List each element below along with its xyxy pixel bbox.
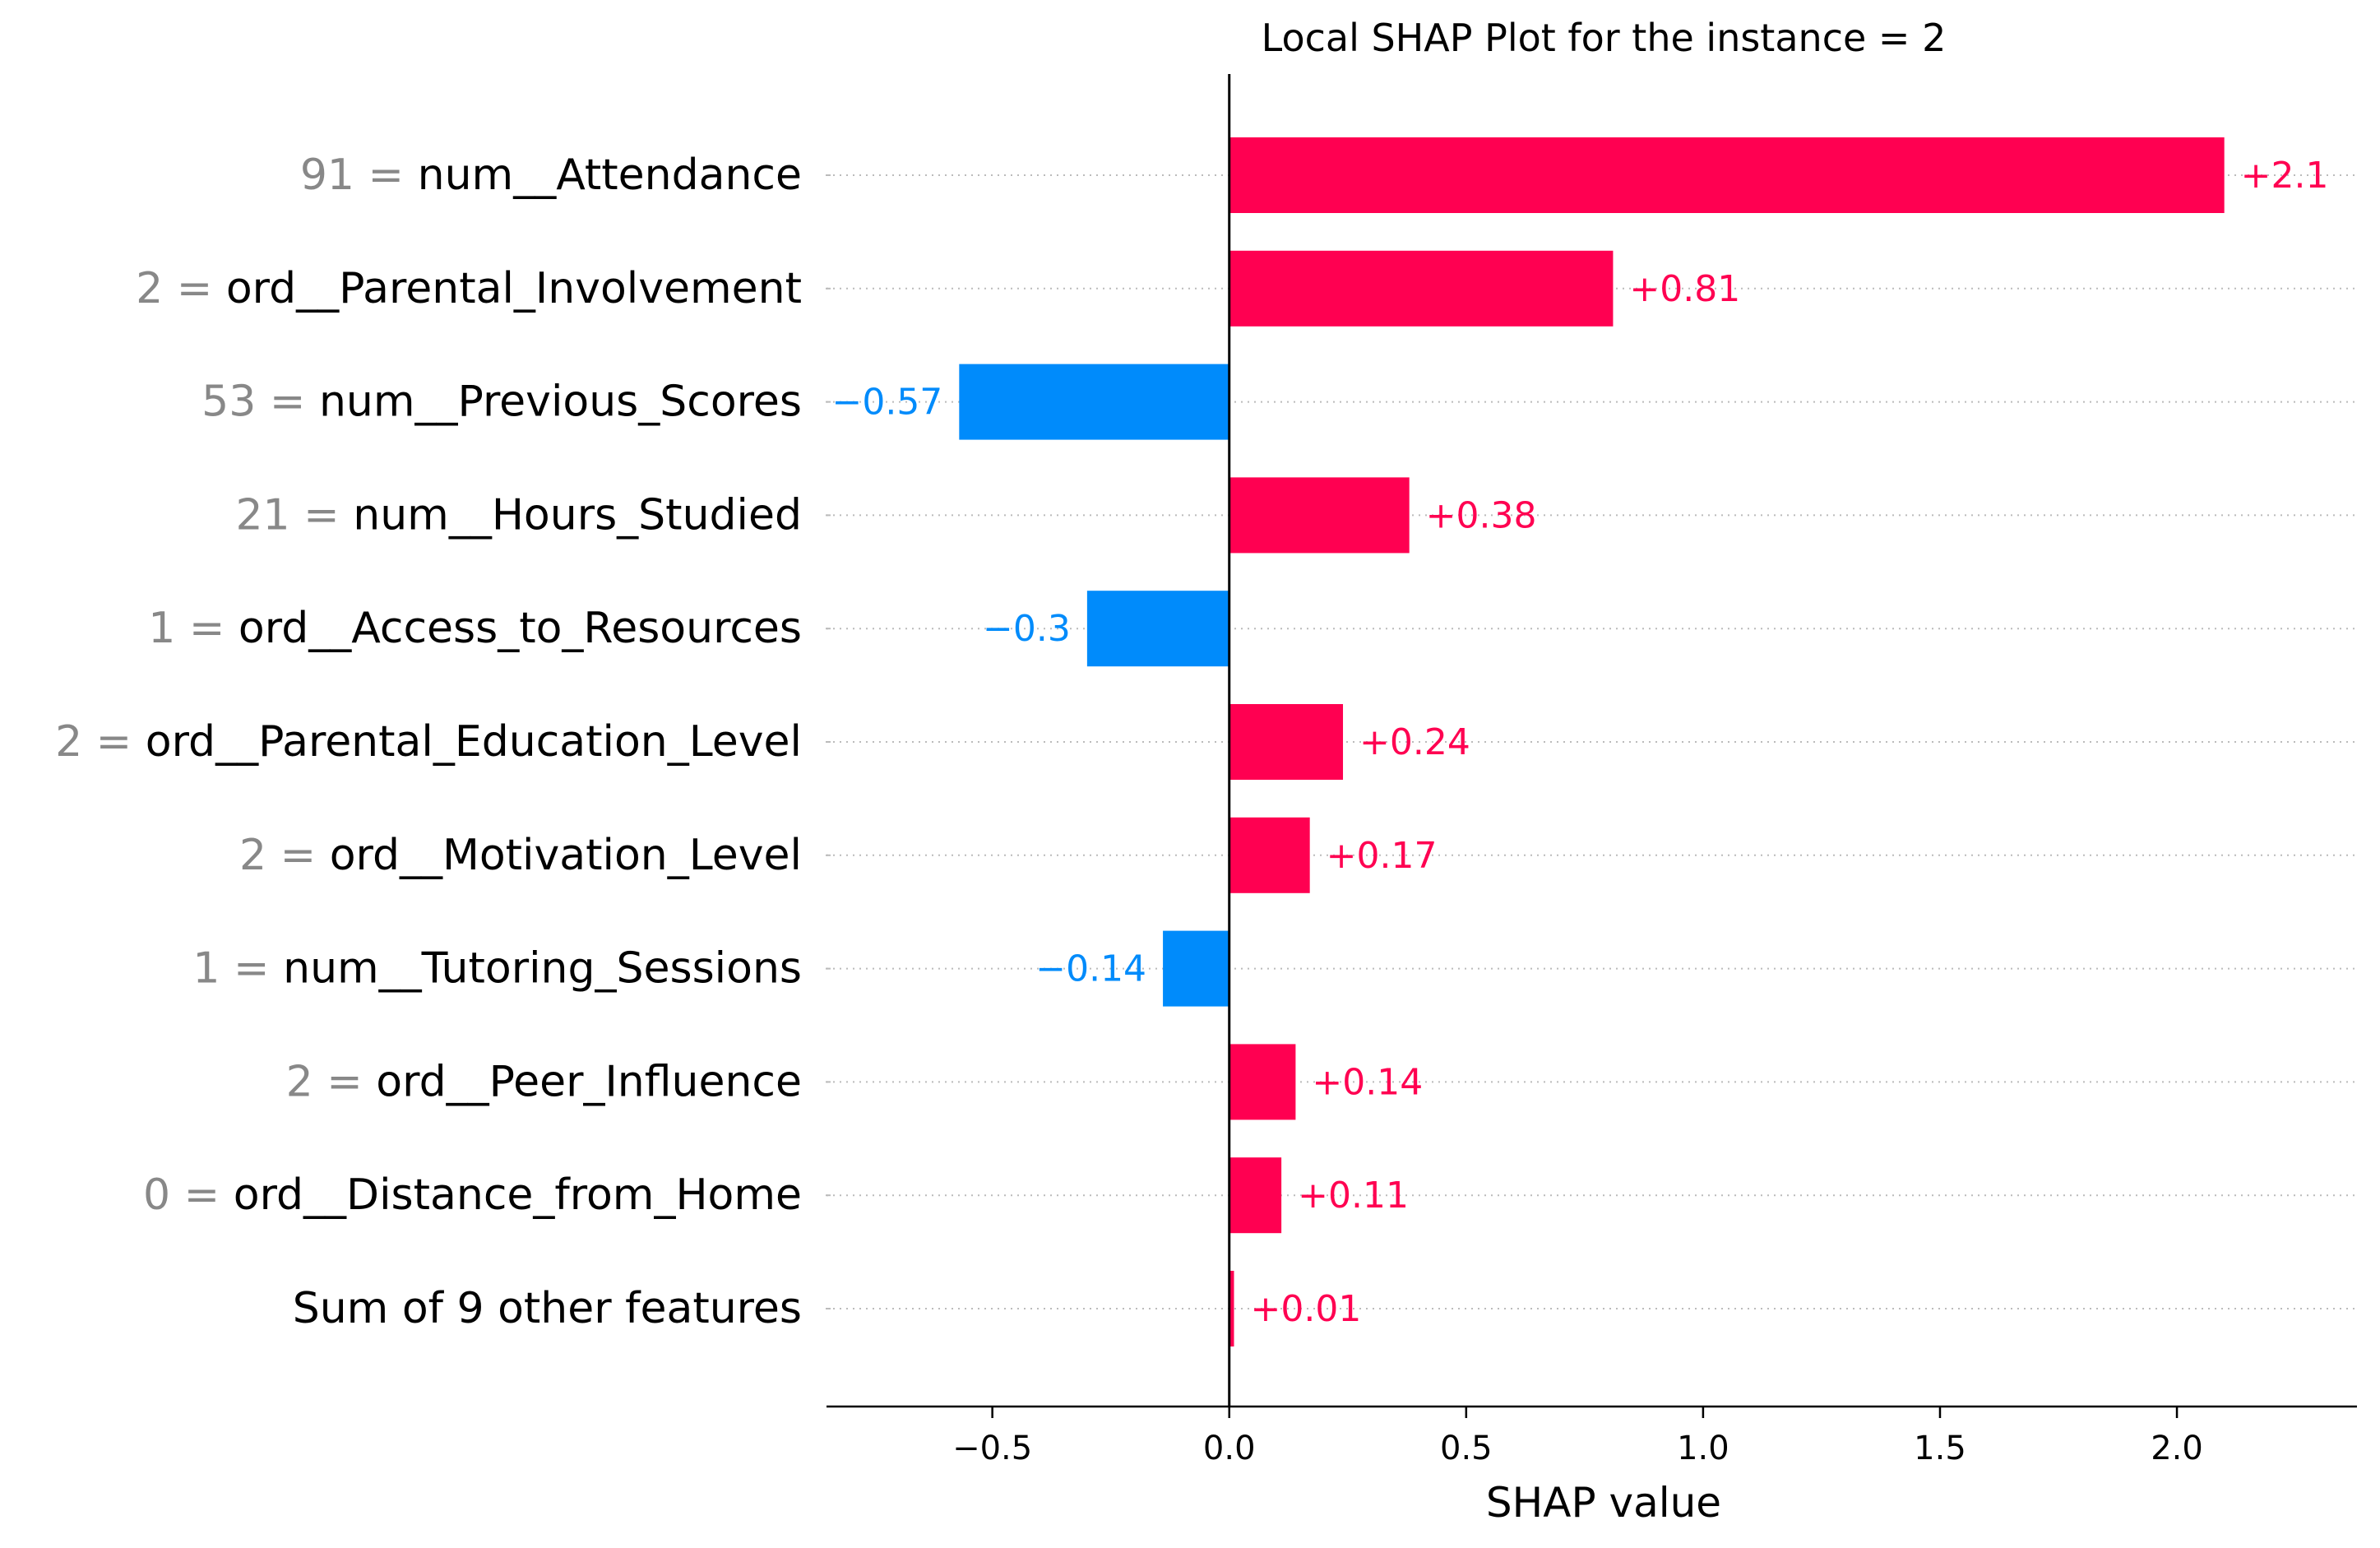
- feature-tick-label: 1 = num__Tutoring_Sessions: [192, 944, 802, 994]
- row-labels: +2.1 91 = num__Attendance +0.81 2 = ord__Pa…: [55, 151, 2328, 1333]
- shap-bar: [959, 364, 1229, 440]
- bars: [959, 137, 2225, 1346]
- bar-value-label: −0.3: [983, 608, 1071, 650]
- feature-name: Sum of 9 other features: [293, 1284, 802, 1333]
- feature-tick-label: 91 = num__Attendance: [300, 151, 802, 200]
- x-tick-label: 1.5: [1914, 1430, 1966, 1467]
- bar-value-label: +2.1: [2241, 155, 2329, 197]
- shap-bar: [1229, 1271, 1234, 1346]
- bar-value-label: +0.11: [1298, 1175, 1409, 1217]
- bar-value-label: +0.24: [1359, 721, 1470, 763]
- bar-value-label: +0.81: [1629, 268, 1740, 310]
- x-tick-label: 0.5: [1440, 1430, 1493, 1467]
- feature-tick-label: 2 = ord__Parental_Involvement: [136, 264, 802, 313]
- feature-value: 91 =: [300, 151, 418, 200]
- feature-value: 53 =: [201, 378, 319, 427]
- x-axis-label: SHAP value: [1486, 1479, 1721, 1527]
- feature-name: num__Hours_Studied: [353, 490, 802, 540]
- feature-name: num__Attendance: [418, 151, 802, 200]
- feature-tick-label: 2 = ord__Motivation_Level: [239, 831, 802, 880]
- bar-value-label: +0.14: [1312, 1061, 1423, 1103]
- feature-tick-label: 2 = ord__Parental_Education_Level: [55, 717, 802, 767]
- shap-bar: [1229, 477, 1410, 554]
- feature-name: ord__Peer_Influence: [376, 1057, 802, 1106]
- x-tick-label: −0.5: [952, 1430, 1032, 1467]
- x-axis: −0.5 0.0 0.5 1.0 1.5 2.0: [827, 74, 2357, 1467]
- feature-name: ord__Distance_from_Home: [234, 1170, 802, 1220]
- bar-value-label: +0.38: [1426, 494, 1537, 536]
- feature-value: 2 =: [55, 717, 146, 767]
- x-tick-label: 2.0: [2151, 1430, 2203, 1467]
- shap-bar: [1229, 1044, 1296, 1120]
- feature-tick-label: 1 = ord__Access_to_Resources: [148, 604, 802, 653]
- feature-name: ord__Access_to_Resources: [238, 604, 802, 653]
- feature-tick-label: 21 = num__Hours_Studied: [235, 490, 802, 540]
- feature-value: 1 =: [192, 944, 283, 994]
- shap-bar: [1163, 930, 1229, 1007]
- feature-name: num__Tutoring_Sessions: [283, 944, 802, 994]
- x-tick-label: 0.0: [1203, 1430, 1256, 1467]
- feature-name: num__Previous_Scores: [319, 378, 802, 427]
- row-guide-lines: [826, 174, 2357, 1309]
- feature-name: ord__Parental_Education_Level: [146, 717, 802, 767]
- feature-name: ord__Motivation_Level: [330, 831, 802, 880]
- feature-value: 0 =: [143, 1170, 234, 1220]
- feature-name: ord__Parental_Involvement: [226, 264, 802, 313]
- chart-title: Local SHAP Plot for the instance = 2: [1262, 16, 1947, 60]
- feature-value: 2 =: [239, 831, 330, 880]
- bar-value-label: −0.14: [1035, 948, 1146, 990]
- shap-bar: [1229, 817, 1310, 893]
- feature-tick-label: Sum of 9 other features: [293, 1284, 802, 1333]
- feature-value: 2 =: [136, 264, 226, 313]
- bar-value-label: +0.01: [1250, 1288, 1361, 1330]
- feature-tick-label: 0 = ord__Distance_from_Home: [143, 1170, 802, 1220]
- feature-value: 1 =: [148, 604, 238, 653]
- bar-value-label: −0.57: [831, 382, 942, 424]
- shap-bar: [1086, 591, 1229, 667]
- bar-value-label: +0.17: [1327, 835, 1438, 877]
- feature-tick-label: 53 = num__Previous_Scores: [201, 378, 802, 427]
- shap-bar: [1229, 1157, 1282, 1234]
- shap-bar: [1229, 250, 1614, 327]
- shap-bar: [1229, 704, 1344, 780]
- x-tick-label: 1.0: [1677, 1430, 1729, 1467]
- feature-value: 2 =: [286, 1057, 377, 1106]
- feature-value: 21 =: [235, 490, 353, 540]
- feature-tick-label: 2 = ord__Peer_Influence: [286, 1057, 802, 1106]
- shap-bar: [1229, 137, 2225, 213]
